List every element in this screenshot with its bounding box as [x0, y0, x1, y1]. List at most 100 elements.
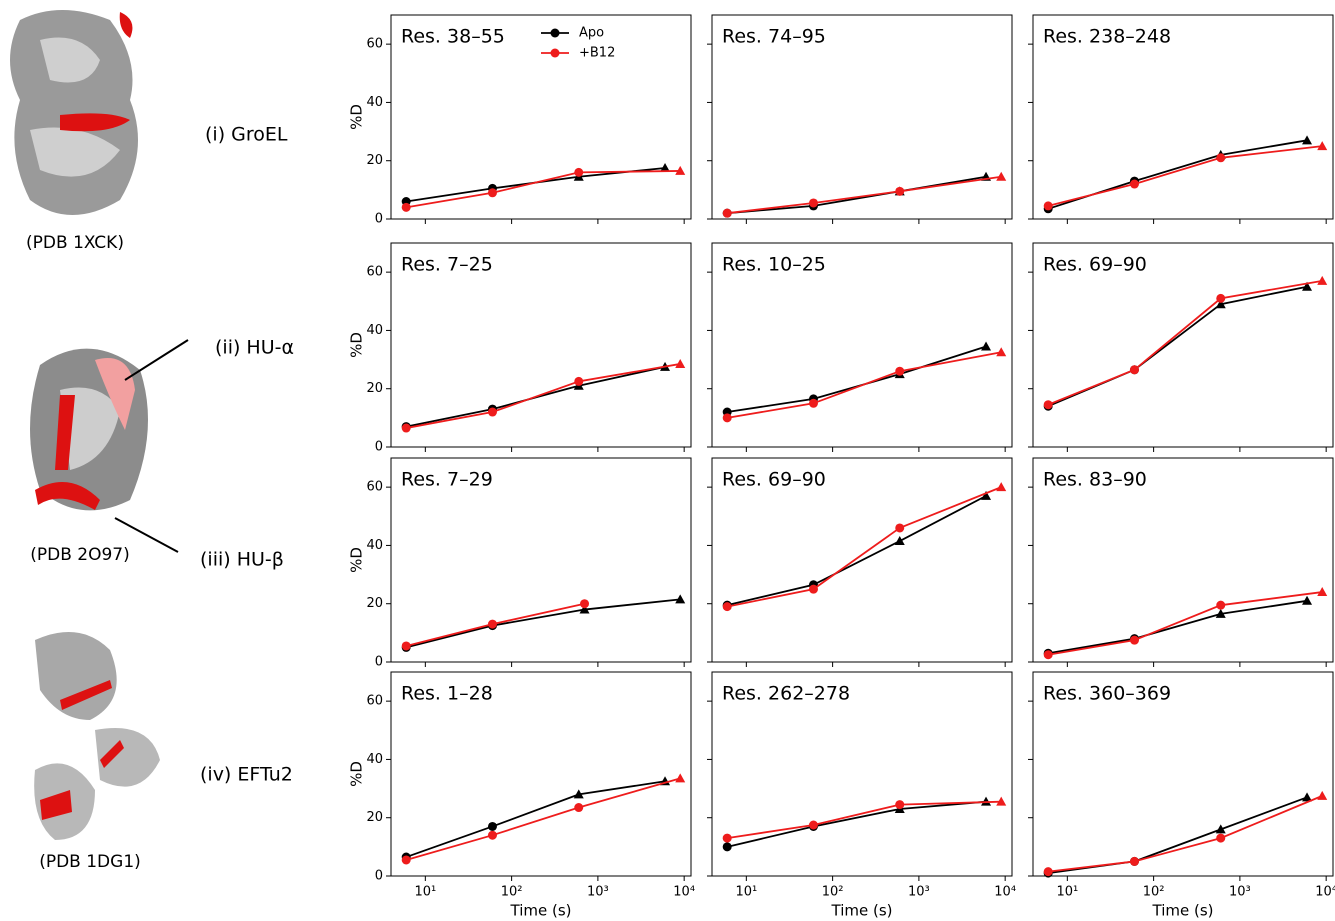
structure-eftu: [34, 632, 160, 840]
marker: [894, 536, 905, 546]
marker: [1129, 856, 1139, 866]
marker: [1129, 365, 1139, 375]
series-line: [727, 486, 1002, 608]
marker: [1317, 141, 1328, 151]
y-axis-label: %D: [348, 547, 366, 573]
marker: [1043, 201, 1053, 211]
protein-label: (iii) HU-β: [200, 549, 284, 571]
x-axis-label: Time (s): [831, 902, 893, 920]
marker: [722, 842, 732, 852]
pdb-label: (PDB 1DG1): [39, 852, 141, 872]
panel-title: Res. 83–90: [1043, 469, 1147, 491]
series-line: [726, 495, 987, 607]
y-tick-label: 0: [375, 212, 383, 227]
series-line: [405, 598, 681, 649]
y-tick-label: 20: [366, 381, 383, 396]
series-line: [727, 175, 987, 215]
plot-frame: [390, 457, 692, 663]
marker: [722, 208, 732, 218]
marker: [1317, 587, 1328, 597]
series-line: [1048, 795, 1323, 873]
panel-title: Res. 10–25: [722, 254, 826, 276]
marker: [1043, 400, 1053, 410]
x-tick-label: 10³: [908, 885, 930, 900]
pdb-label: (PDB 1XCK): [26, 233, 124, 253]
panel-title: Res. 69–90: [1043, 254, 1147, 276]
marker: [895, 800, 905, 810]
marker: [487, 821, 497, 831]
y-tick-label: 0: [375, 440, 383, 455]
panel-title: Res. 1–28: [401, 683, 493, 705]
marker: [401, 641, 411, 651]
y-tick-label: 20: [366, 596, 383, 611]
x-tick-label: 10¹: [735, 885, 757, 900]
marker: [996, 796, 1007, 806]
legend-marker: [550, 48, 560, 58]
y-tick-label: 60: [366, 37, 383, 52]
plot-frame: [1032, 457, 1334, 663]
y-tick-label: 40: [366, 323, 383, 338]
y-tick-label: 20: [366, 810, 383, 825]
series-line: [1048, 796, 1308, 874]
series-line: [1047, 139, 1308, 210]
marker: [722, 602, 732, 612]
marker: [1215, 824, 1226, 834]
y-axis-label: %D: [348, 104, 366, 130]
marker: [1043, 867, 1053, 877]
marker: [1216, 153, 1226, 163]
y-tick-label: 60: [366, 480, 383, 495]
plot-frame: [390, 14, 692, 220]
y-tick-label: 0: [375, 655, 383, 670]
marker: [675, 165, 686, 175]
marker: [1129, 179, 1139, 189]
y-tick-label: 60: [366, 265, 383, 280]
plot-frame: [1032, 671, 1334, 877]
x-tick-label: 10¹: [414, 885, 436, 900]
x-tick-label: 10²: [501, 885, 523, 900]
series-line: [406, 363, 681, 429]
marker: [487, 407, 497, 417]
plot-frame: [711, 242, 1013, 448]
pdb-label: (PDB 2O97): [30, 545, 130, 565]
y-tick-label: 0: [375, 869, 383, 884]
x-tick-label: 10⁴: [1315, 885, 1335, 900]
marker: [1216, 833, 1226, 843]
marker: [401, 202, 411, 212]
series-line: [1048, 591, 1323, 656]
marker: [401, 423, 411, 433]
y-tick-label: 60: [366, 694, 383, 709]
y-axis-label: %D: [348, 332, 366, 358]
panel-title: Res. 74–95: [722, 26, 826, 48]
marker: [1302, 792, 1313, 802]
panel-title: Res. 7–29: [401, 469, 493, 491]
marker: [573, 789, 584, 799]
panel-title: Res. 38–55: [401, 26, 505, 48]
marker: [1216, 600, 1226, 610]
protein-label: (iv) EFTu2: [200, 764, 293, 786]
plot-frame: [711, 457, 1013, 663]
protein-label: (i) GroEL: [205, 124, 288, 146]
marker: [1302, 135, 1313, 145]
structure-groel: [10, 10, 138, 215]
x-tick-label: 10²: [1143, 885, 1165, 900]
y-tick-label: 20: [366, 153, 383, 168]
marker: [487, 619, 497, 629]
x-tick-label: 10⁴: [673, 885, 695, 900]
marker: [1302, 595, 1313, 605]
panel-title: Res. 238–248: [1043, 26, 1171, 48]
series-line: [1047, 279, 1323, 406]
series-line: [727, 800, 1002, 840]
panel-title: Res. 262–278: [722, 683, 850, 705]
series-line: [727, 175, 1002, 215]
marker: [675, 594, 686, 604]
x-axis-label: Time (s): [510, 902, 572, 920]
marker: [808, 398, 818, 408]
structure-hu: [30, 339, 189, 553]
series-line: [726, 800, 987, 848]
series-line: [406, 167, 666, 203]
marker: [1043, 650, 1053, 660]
marker: [981, 796, 992, 806]
marker: [1317, 790, 1328, 800]
series-line: [405, 780, 666, 858]
